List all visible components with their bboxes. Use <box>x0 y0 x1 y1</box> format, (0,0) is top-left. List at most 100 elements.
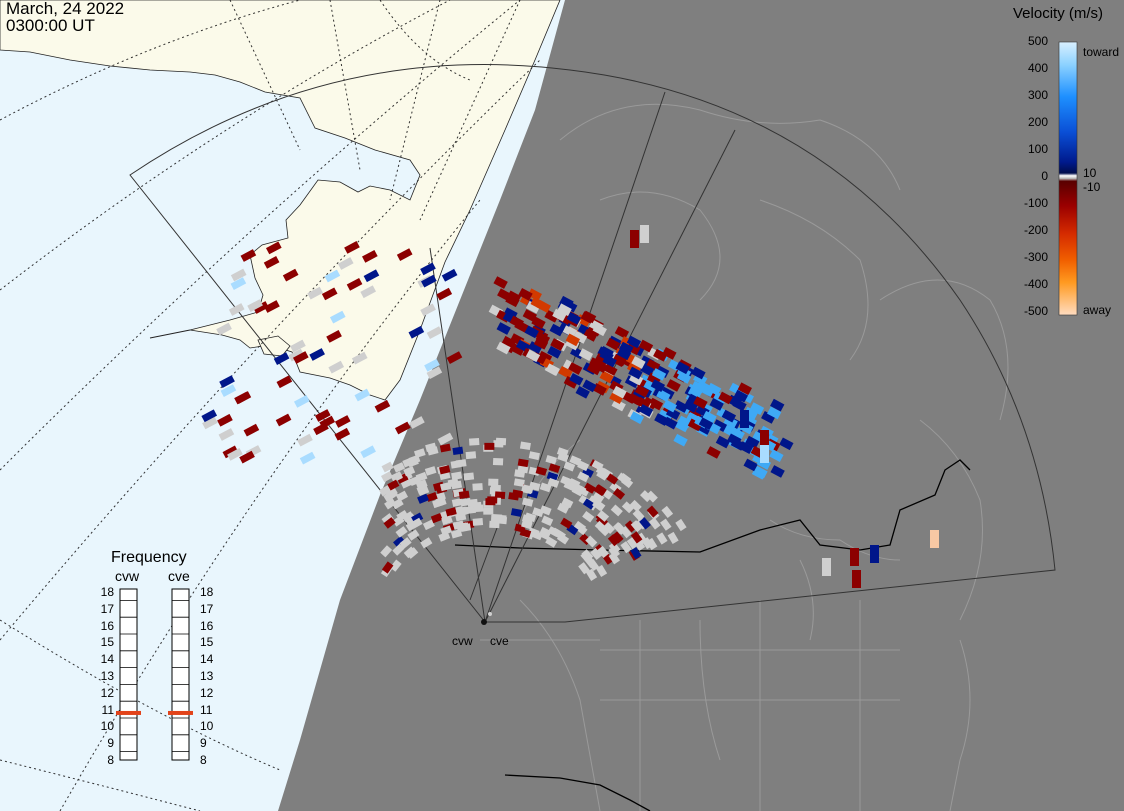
range-cell <box>380 545 393 558</box>
range-cell <box>450 529 463 539</box>
range-cell <box>608 552 620 565</box>
range-cell <box>582 510 595 523</box>
range-cell <box>850 548 859 566</box>
range-cell <box>396 509 409 522</box>
range-cell <box>334 427 351 441</box>
range-cell <box>751 466 767 480</box>
range-cell <box>243 423 260 437</box>
range-cell <box>608 541 621 554</box>
range-cell <box>593 360 608 373</box>
range-cell <box>629 499 642 512</box>
range-cell <box>599 370 614 384</box>
range-cell <box>202 416 218 430</box>
range-cell <box>822 558 831 576</box>
range-cell <box>667 531 679 545</box>
range-cell <box>446 351 463 365</box>
range-cell <box>582 379 597 393</box>
range-cell <box>614 326 630 339</box>
range-cell <box>465 505 477 515</box>
range-cell <box>737 382 752 396</box>
range-cell <box>583 482 596 494</box>
range-cell <box>631 356 646 369</box>
range-cell <box>328 360 345 374</box>
range-cell <box>227 448 243 461</box>
range-cell <box>611 531 624 544</box>
range-cell <box>408 325 425 339</box>
frequency-scale-label: 18 <box>100 585 114 599</box>
range-cell <box>292 351 309 364</box>
range-cell <box>218 428 235 441</box>
range-cell <box>403 546 416 559</box>
range-cell <box>485 498 496 506</box>
range-cell <box>521 497 534 507</box>
radar-code-cve: cve <box>168 568 190 584</box>
range-cell <box>337 257 354 270</box>
range-cell <box>640 225 649 243</box>
range-cell <box>314 409 331 422</box>
range-cell <box>393 535 406 548</box>
frequency-scale-label: 18 <box>200 585 214 599</box>
range-cell <box>665 407 681 421</box>
range-cell <box>276 375 293 389</box>
range-cell <box>547 526 560 538</box>
range-cell <box>548 463 561 474</box>
range-cell <box>651 368 667 381</box>
range-cell <box>420 303 436 317</box>
range-cell <box>721 409 737 423</box>
date-label: March, 24 2022 <box>6 0 125 18</box>
range-cell <box>220 384 237 397</box>
range-cell <box>675 518 687 532</box>
range-cell <box>519 528 532 538</box>
range-cell <box>630 547 642 560</box>
range-cell <box>610 504 623 517</box>
range-cell <box>445 507 457 517</box>
frequency-scale-label: 9 <box>200 736 207 751</box>
range-cell <box>387 479 400 491</box>
range-cell <box>510 343 525 356</box>
range-cell <box>706 382 722 396</box>
colorbar-tick: -500 <box>1023 304 1048 318</box>
range-cell <box>404 513 417 525</box>
range-cell <box>415 471 428 482</box>
range-cell <box>422 519 435 531</box>
frequency-scale-label: 17 <box>200 601 214 616</box>
range-cell <box>569 455 582 466</box>
range-cell <box>288 348 305 362</box>
range-cell <box>389 559 402 572</box>
range-cell <box>394 421 411 435</box>
range-cell <box>732 398 747 412</box>
range-cell <box>424 358 440 372</box>
range-cell <box>329 310 346 324</box>
range-cell <box>321 287 338 301</box>
frequency-scale-label: 14 <box>100 652 114 667</box>
range-cell <box>354 388 371 402</box>
range-cell <box>628 366 643 380</box>
range-cell <box>509 315 524 329</box>
frequency-scale-label: 14 <box>200 652 214 667</box>
mexico-border <box>504 774 651 811</box>
range-cell <box>628 372 644 386</box>
frequency-scale-label: 17 <box>100 601 114 616</box>
range-cell <box>563 376 579 389</box>
range-cell <box>715 435 731 449</box>
range-cell <box>407 457 419 468</box>
range-cell <box>427 446 439 456</box>
range-cell <box>660 518 672 531</box>
range-cell <box>426 366 443 380</box>
range-cell <box>583 328 598 342</box>
range-cell <box>484 442 495 450</box>
range-cell <box>566 311 582 325</box>
range-cell <box>396 248 413 261</box>
range-cell <box>452 446 464 456</box>
range-cell <box>596 515 609 528</box>
range-cell <box>216 322 232 336</box>
range-cell <box>391 498 404 510</box>
aleutian-chain <box>149 329 191 339</box>
range-cell <box>565 333 580 347</box>
range-cell <box>334 415 351 428</box>
range-cell <box>653 348 668 362</box>
range-cell <box>275 413 292 427</box>
range-cell <box>517 458 529 468</box>
range-cell <box>560 517 573 529</box>
range-cell <box>439 481 452 492</box>
